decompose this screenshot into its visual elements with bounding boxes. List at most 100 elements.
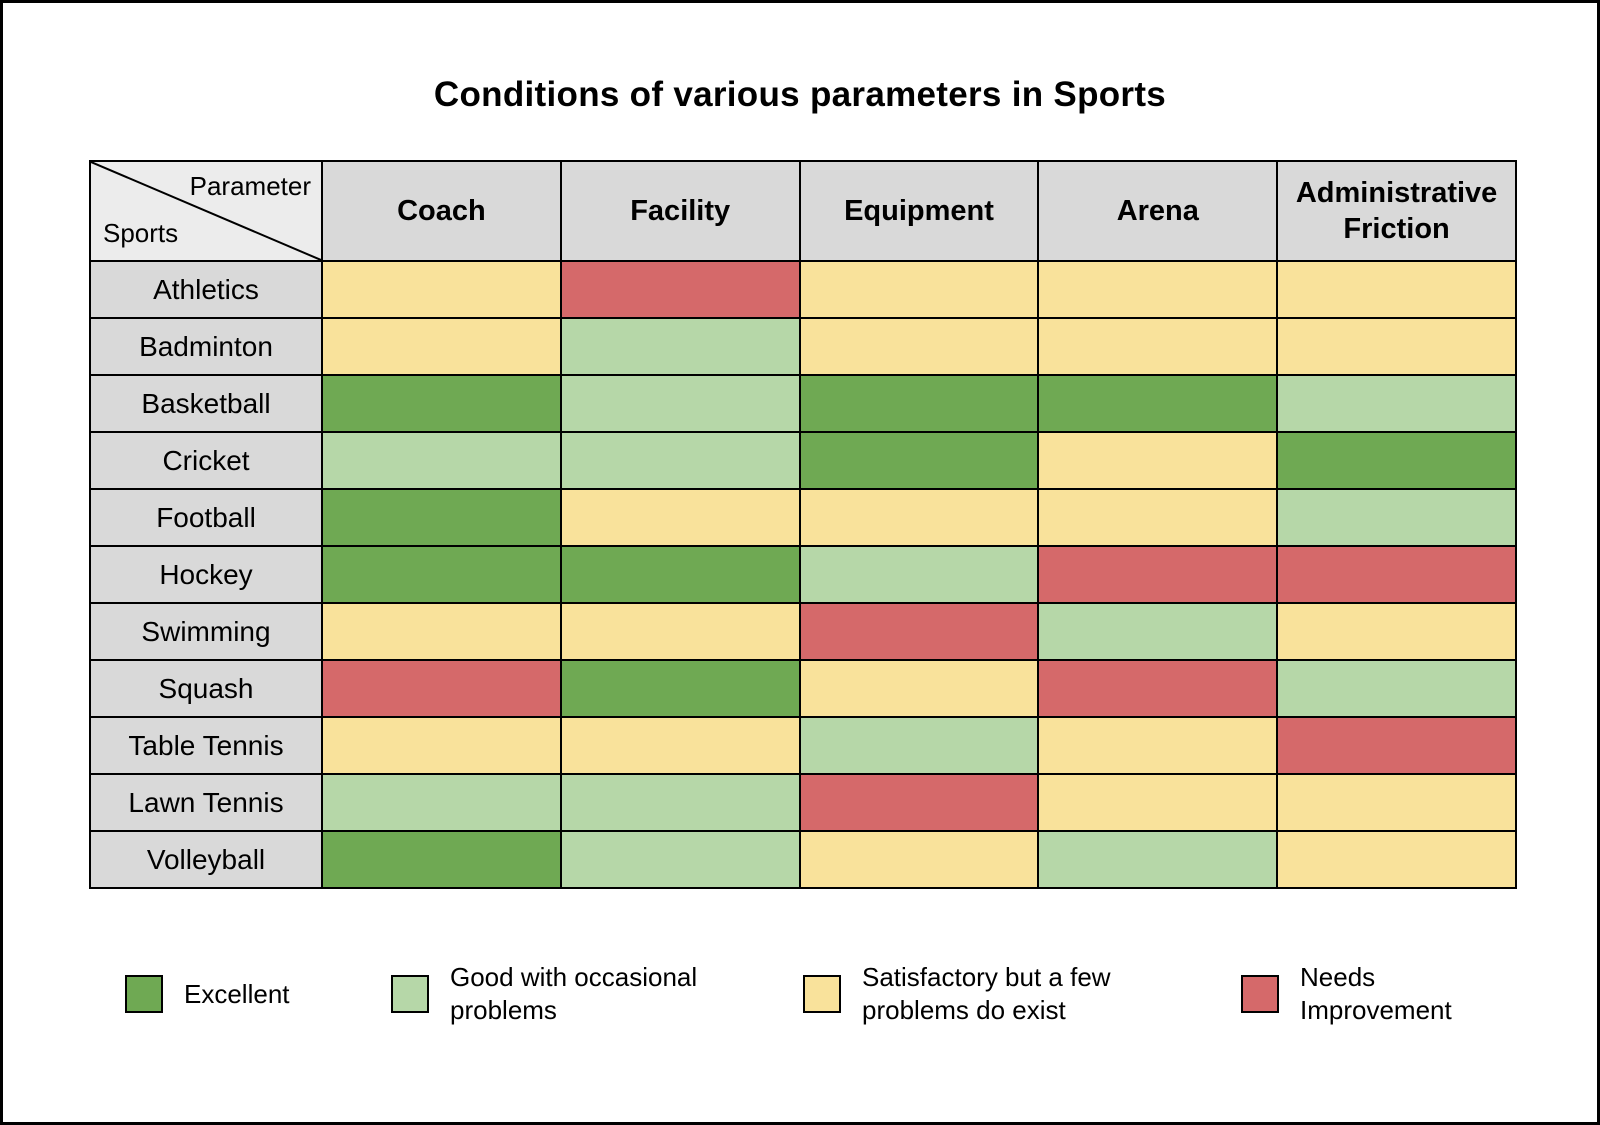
cell-badminton-facility <box>559 317 801 376</box>
cell-swimming-coach <box>321 602 562 661</box>
cell-squash-equipment <box>798 659 1040 718</box>
cell-basketball-facility <box>559 374 801 433</box>
cell-cricket-facility <box>559 431 801 490</box>
cell-cricket-arena <box>1037 431 1279 490</box>
table-row-squash: Squash <box>89 659 1517 718</box>
cell-squash-coach <box>321 659 562 718</box>
cell-football-arena <box>1037 488 1279 547</box>
column-header-facility: Facility <box>559 160 801 262</box>
cell-swimming-arena <box>1037 602 1279 661</box>
legend-swatch-needs-improvement <box>1241 975 1279 1014</box>
column-header-coach: Coach <box>321 160 562 262</box>
table-row-volleyball: Volleyball <box>89 830 1517 889</box>
row-label-badminton: Badminton <box>89 317 323 376</box>
row-label-table-tennis: Table Tennis <box>89 716 323 775</box>
row-label-swimming: Swimming <box>89 602 323 661</box>
cell-basketball-arena <box>1037 374 1279 433</box>
cell-football-equipment <box>798 488 1040 547</box>
cell-table-tennis-facility <box>559 716 801 775</box>
column-header-arena: Arena <box>1037 160 1279 262</box>
cell-table-tennis-administrative-friction <box>1276 716 1517 775</box>
cell-volleyball-facility <box>559 830 801 889</box>
cell-table-tennis-equipment <box>798 716 1040 775</box>
cell-lawn-tennis-equipment <box>798 773 1040 832</box>
cell-lawn-tennis-facility <box>559 773 801 832</box>
cell-badminton-equipment <box>798 317 1040 376</box>
cell-volleyball-arena <box>1037 830 1279 889</box>
legend-swatch-excellent <box>125 975 163 1014</box>
cell-football-facility <box>559 488 801 547</box>
cell-swimming-equipment <box>798 602 1040 661</box>
legend-label-excellent: Excellent <box>184 978 290 1009</box>
cell-cricket-equipment <box>798 431 1040 490</box>
table-row-table-tennis: Table Tennis <box>89 716 1517 775</box>
header-row: Parameter Sports Coach Facility Equipment A… <box>89 160 1517 262</box>
legend-swatch-satisfactory <box>803 975 841 1014</box>
cell-squash-facility <box>559 659 801 718</box>
cell-table-tennis-coach <box>321 716 562 775</box>
legend-item-satisfactory: Satisfactory but a few problems do exist <box>803 961 1241 1028</box>
cell-athletics-equipment <box>798 260 1040 319</box>
table-row-badminton: Badminton <box>89 317 1517 376</box>
column-header-equipment: Equipment <box>798 160 1040 262</box>
cell-hockey-arena <box>1037 545 1279 604</box>
cell-lawn-tennis-administrative-friction <box>1276 773 1517 832</box>
cell-table-tennis-arena <box>1037 716 1279 775</box>
cell-basketball-administrative-friction <box>1276 374 1517 433</box>
legend-item-good: Good with occasional problems <box>391 961 803 1028</box>
cell-football-administrative-friction <box>1276 488 1517 547</box>
table-row-swimming: Swimming <box>89 602 1517 661</box>
row-label-cricket: Cricket <box>89 431 323 490</box>
cell-volleyball-equipment <box>798 830 1040 889</box>
legend-item-needs-improvement: Needs Improvement <box>1241 961 1470 1028</box>
table-row-hockey: Hockey <box>89 545 1517 604</box>
cell-volleyball-administrative-friction <box>1276 830 1517 889</box>
cell-cricket-administrative-friction <box>1276 431 1517 490</box>
column-header-administrative-friction: Administrative Friction <box>1276 160 1517 262</box>
legend-label-needs-improvement: Needs Improvement <box>1300 962 1452 1026</box>
legend-label-good: Good with occasional problems <box>450 962 698 1026</box>
corner-parameter-label: Parameter <box>189 171 311 201</box>
table-body: Athletics Badminton Basketball Cricket Footb… <box>89 260 1517 889</box>
table-row-basketball: Basketball <box>89 374 1517 433</box>
row-label-volleyball: Volleyball <box>89 830 323 889</box>
table-row-cricket: Cricket <box>89 431 1517 490</box>
row-label-football: Football <box>89 488 323 547</box>
cell-hockey-equipment <box>798 545 1040 604</box>
cell-football-coach <box>321 488 562 547</box>
row-label-lawn-tennis: Lawn Tennis <box>89 773 323 832</box>
cell-basketball-equipment <box>798 374 1040 433</box>
cell-swimming-administrative-friction <box>1276 602 1517 661</box>
cell-basketball-coach <box>321 374 562 433</box>
row-label-athletics: Athletics <box>89 260 323 319</box>
legend-item-excellent: Excellent <box>125 975 391 1014</box>
cell-hockey-coach <box>321 545 562 604</box>
corner-sports-label: Sports <box>103 218 179 248</box>
table-row-athletics: Athletics <box>89 260 1517 319</box>
corner-diagonal-line <box>91 162 321 260</box>
cell-athletics-coach <box>321 260 562 319</box>
cell-cricket-coach <box>321 431 562 490</box>
cell-squash-administrative-friction <box>1276 659 1517 718</box>
conditions-table: Parameter Sports Coach Facility Equipment A… <box>89 160 1517 889</box>
cell-badminton-coach <box>321 317 562 376</box>
cell-swimming-facility <box>559 602 801 661</box>
legend: Excellent Good with occasional problems Sa… <box>125 961 1597 1028</box>
page-title: Conditions of various parameters in Spor… <box>433 75 1167 114</box>
cell-athletics-facility <box>559 260 801 319</box>
cell-badminton-administrative-friction <box>1276 317 1517 376</box>
cell-hockey-administrative-friction <box>1276 545 1517 604</box>
cell-athletics-arena <box>1037 260 1279 319</box>
table-row-lawn-tennis: Lawn Tennis <box>89 773 1517 832</box>
row-label-squash: Squash <box>89 659 323 718</box>
row-label-hockey: Hockey <box>89 545 323 604</box>
corner-cell: Parameter Sports <box>89 160 323 262</box>
legend-label-satisfactory: Satisfactory but a few problems do exist <box>862 962 1111 1026</box>
cell-badminton-arena <box>1037 317 1279 376</box>
legend-swatch-good <box>391 975 429 1014</box>
cell-squash-arena <box>1037 659 1279 718</box>
table-row-football: Football <box>89 488 1517 547</box>
cell-athletics-administrative-friction <box>1276 260 1517 319</box>
cell-volleyball-coach <box>321 830 562 889</box>
